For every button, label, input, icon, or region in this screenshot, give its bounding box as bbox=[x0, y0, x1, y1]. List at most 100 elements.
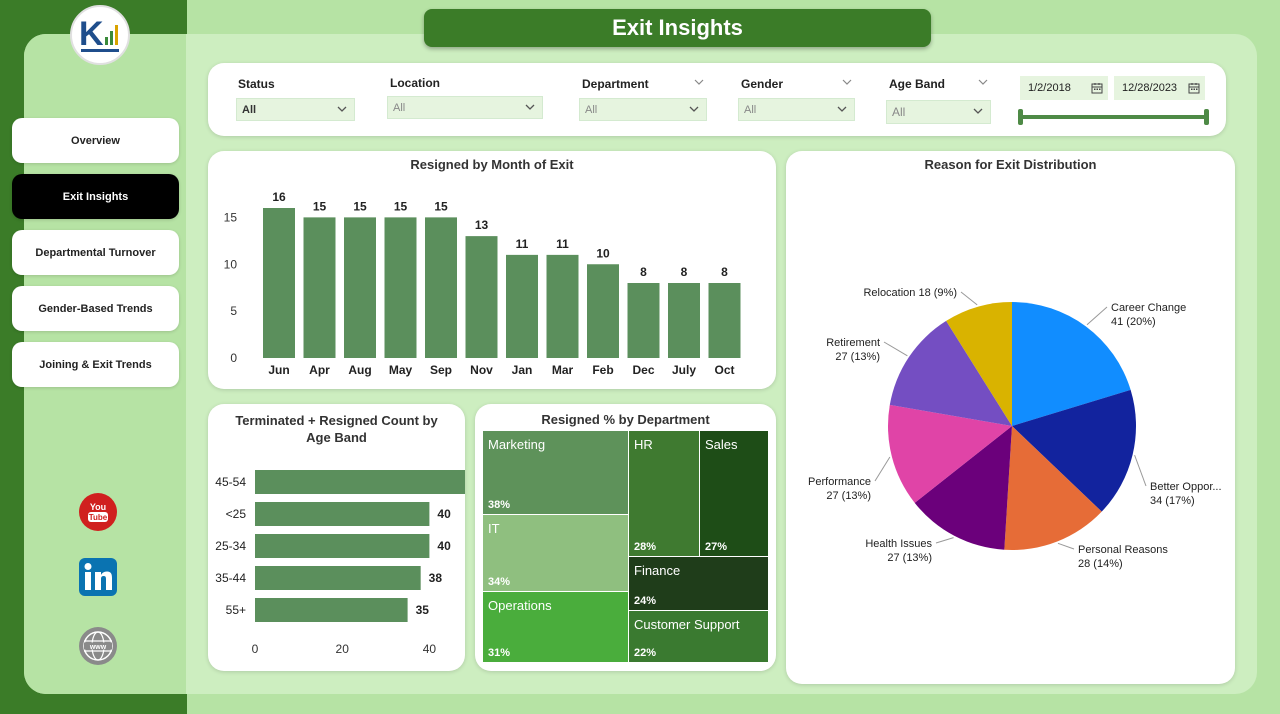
location-filter-select[interactable]: All bbox=[387, 96, 543, 119]
age-band-category-label: 35-44 bbox=[215, 571, 246, 585]
treemap-cell-name: Operations bbox=[488, 598, 552, 613]
age-band-bar[interactable] bbox=[255, 598, 408, 622]
reason-for-exit-chart: Career Change 41 (20%) Better Oppor... 34 (… bbox=[808, 287, 1222, 570]
treemap-cell-name: Customer Support bbox=[634, 617, 740, 632]
date-range-slider-start-handle[interactable] bbox=[1018, 109, 1023, 125]
treemap-cell[interactable]: Customer Support 22% bbox=[629, 611, 768, 662]
month-chart-y-tick: 15 bbox=[224, 210, 238, 224]
month-bar[interactable] bbox=[587, 264, 619, 358]
pie-leader-line bbox=[883, 341, 908, 357]
age-band-filter-value: All bbox=[892, 105, 906, 119]
month-bar-value-label: 15 bbox=[394, 199, 408, 213]
month-bar[interactable] bbox=[263, 208, 295, 358]
linkedin-icon[interactable] bbox=[78, 557, 118, 597]
month-bar[interactable] bbox=[384, 217, 417, 358]
chevron-down-icon[interactable] bbox=[977, 76, 989, 88]
treemap-cell[interactable]: Finance 24% bbox=[629, 557, 768, 610]
pie-slice[interactable] bbox=[889, 320, 1012, 426]
pie-slice[interactable] bbox=[1004, 426, 1102, 550]
age-band-bar[interactable] bbox=[255, 566, 421, 590]
resigned-by-department-title: Resigned % by Department bbox=[541, 412, 710, 427]
pie-leader-line bbox=[1134, 454, 1147, 487]
age-band-title: Terminated + Resigned Count by Age Band bbox=[235, 413, 438, 445]
month-bar[interactable] bbox=[668, 283, 700, 358]
pie-slice-value-label: 27 (13%) bbox=[887, 552, 932, 564]
age-band-bar[interactable] bbox=[255, 502, 430, 526]
page-title: Exit Insights bbox=[424, 9, 931, 47]
month-bar[interactable] bbox=[303, 217, 336, 358]
nav-departmental-turnover[interactable]: Departmental Turnover bbox=[12, 230, 179, 275]
pie-slice[interactable] bbox=[888, 404, 1012, 503]
month-bar[interactable] bbox=[708, 283, 741, 358]
reason-for-exit-card: Reason for Exit Distribution Career Chan… bbox=[786, 151, 1235, 684]
treemap-cell[interactable]: Operations 31% bbox=[483, 592, 628, 662]
pie-leader-line bbox=[874, 456, 891, 482]
treemap-cell[interactable]: Marketing 38% bbox=[483, 431, 628, 514]
chevron-down-icon bbox=[337, 106, 347, 112]
pie-slice[interactable] bbox=[1012, 302, 1131, 426]
age-band-value-label: 38 bbox=[429, 571, 443, 585]
resigned-by-month-card: Resigned by Month of Exit 0 5 10 15 16 Jun 15 A… bbox=[208, 151, 776, 389]
pie-slice-label: Retirement bbox=[826, 337, 880, 349]
start-date-input[interactable]: 1/2/2018 bbox=[1020, 76, 1108, 100]
youtube-icon[interactable]: You Tube bbox=[78, 492, 118, 532]
age-band-bar[interactable] bbox=[255, 534, 430, 558]
date-range-slider-track[interactable] bbox=[1020, 115, 1208, 119]
nav-joining-exit-trends[interactable]: Joining & Exit Trends bbox=[12, 342, 179, 387]
month-bar[interactable] bbox=[465, 236, 498, 358]
age-band-filter-select[interactable]: All bbox=[886, 100, 991, 124]
month-chart-y-tick: 10 bbox=[224, 257, 238, 271]
treemap-cell[interactable]: IT 34% bbox=[483, 515, 628, 591]
treemap-cell[interactable]: Sales 27% bbox=[700, 431, 768, 556]
treemap-cell-value: 34% bbox=[488, 576, 511, 588]
department-filter-select[interactable]: All bbox=[579, 98, 707, 121]
resigned-by-month-title: Resigned by Month of Exit bbox=[410, 157, 574, 172]
age-band-value-label: 40 bbox=[437, 507, 451, 521]
chevron-down-icon[interactable] bbox=[693, 76, 705, 88]
month-bar-value-label: 11 bbox=[516, 237, 529, 251]
nav-exit-insights[interactable]: Exit Insights bbox=[12, 174, 179, 219]
treemap-cell-name: HR bbox=[634, 437, 653, 452]
start-date-value: 1/2/2018 bbox=[1028, 82, 1071, 94]
month-x-tick-label: Mar bbox=[552, 363, 574, 377]
location-filter-value: All bbox=[393, 101, 406, 114]
month-bar-value-label: 15 bbox=[434, 199, 448, 213]
nav-gender-based-trends[interactable]: Gender-Based Trends bbox=[12, 286, 179, 331]
pie-leader-line bbox=[960, 291, 978, 306]
department-filter-label: Department bbox=[582, 77, 649, 91]
status-filter-select[interactable]: All bbox=[236, 98, 355, 121]
website-icon[interactable]: www bbox=[78, 626, 118, 666]
month-bar-value-label: 10 bbox=[596, 246, 610, 260]
treemap-cell[interactable]: HR 28% bbox=[629, 431, 699, 556]
month-bar[interactable] bbox=[546, 254, 579, 358]
pie-slice[interactable] bbox=[914, 426, 1012, 550]
svg-text:K: K bbox=[79, 15, 104, 53]
month-x-tick-label: Feb bbox=[592, 363, 613, 377]
chevron-down-icon[interactable] bbox=[841, 76, 853, 88]
date-range-slider-end-handle[interactable] bbox=[1204, 109, 1209, 125]
svg-text:You: You bbox=[90, 502, 106, 512]
pie-slice-label: Personal Reasons bbox=[1078, 544, 1168, 556]
month-bar[interactable] bbox=[627, 283, 660, 358]
pie-slice[interactable] bbox=[946, 302, 1012, 426]
month-bar-value-label: 11 bbox=[556, 237, 569, 251]
pie-slice[interactable] bbox=[1012, 389, 1136, 512]
company-logo: K bbox=[70, 5, 130, 65]
pie-slice-label: Better Oppor... bbox=[1150, 481, 1222, 493]
age-band-value-label: 35 bbox=[416, 603, 430, 617]
treemap-cell-name: Sales bbox=[705, 437, 738, 452]
gender-filter-label: Gender bbox=[741, 77, 784, 91]
pie-slice-value-label: 34 (17%) bbox=[1150, 495, 1195, 507]
age-band-bar[interactable] bbox=[255, 470, 465, 494]
age-band-filter-label: Age Band bbox=[889, 77, 946, 91]
month-chart-y-tick: 5 bbox=[230, 304, 237, 318]
nav-overview[interactable]: Overview bbox=[12, 118, 179, 163]
end-date-input[interactable]: 12/28/2023 bbox=[1114, 76, 1205, 100]
month-x-tick-label: Jun bbox=[268, 363, 289, 377]
gender-filter-select[interactable]: All bbox=[738, 98, 855, 121]
month-bar[interactable] bbox=[344, 217, 376, 358]
month-bar[interactable] bbox=[425, 217, 457, 358]
pie-leader-line bbox=[935, 537, 954, 544]
month-bar[interactable] bbox=[506, 254, 538, 358]
age-band-x-tick: 40 bbox=[423, 642, 437, 656]
